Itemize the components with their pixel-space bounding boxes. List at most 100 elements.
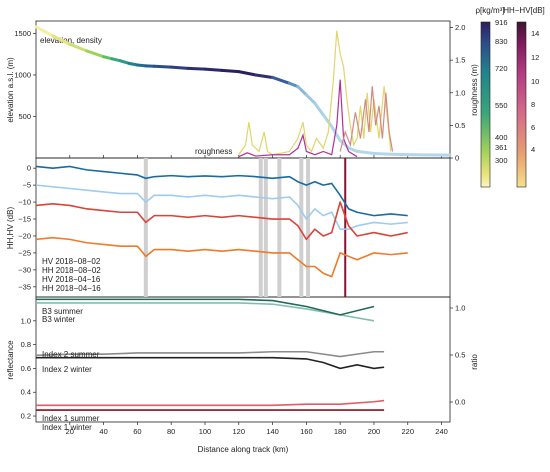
colorbar-hhhv-tick: 6 <box>531 123 535 132</box>
top-y-tick-label: 1500 <box>14 29 31 38</box>
top-ylabel: elevation a.s.l. (m) <box>6 57 15 123</box>
middle-y-tick-label: 0 <box>27 164 31 173</box>
reflectance-line <box>36 399 385 407</box>
top-y2-tick-label: 1.5 <box>455 56 465 65</box>
elevation-segment <box>220 68 241 74</box>
roughness-line <box>339 86 394 152</box>
elevation-segment <box>296 85 308 97</box>
colorbar-density-bar <box>480 21 491 188</box>
vertical-band <box>299 158 304 297</box>
elevation-segment <box>372 151 393 156</box>
colorbar-density-tick: 300 <box>495 156 508 165</box>
bottom-xlabel: Distance along track (km) <box>198 445 289 454</box>
bottom-x-tick-label: 180 <box>334 427 347 436</box>
bottom-y2label: ratio <box>470 354 479 370</box>
elevation-segment <box>254 73 275 79</box>
bottom-y-tick-label: 0.2 <box>21 412 31 421</box>
top-y2-tick-label: 2.0 <box>455 23 465 32</box>
top-y2-tick-label: 1.0 <box>455 88 465 97</box>
annotation-roughness: roughness <box>195 147 232 156</box>
backscatter-line <box>35 165 408 217</box>
middle-ylabel: HH,HV (dB) <box>6 207 15 250</box>
colorbar-hhhv-tick: 12 <box>531 53 539 62</box>
vertical-band <box>143 158 148 297</box>
bottom-legend-entry: Index 2 winter <box>42 365 92 374</box>
reflectance-line <box>35 350 385 358</box>
middle-legend-entry: HH 2018−04−16 <box>42 284 101 293</box>
elevation-segment <box>355 149 376 155</box>
middle-y-tick-label: −10 <box>18 198 31 207</box>
vertical-band <box>277 158 282 297</box>
elevation-segment <box>347 146 359 153</box>
bottom-x-tick-label: 100 <box>199 427 212 436</box>
elevation-segment <box>321 113 334 128</box>
vertical-band <box>258 158 263 297</box>
bottom-x-tick-label: 80 <box>167 427 175 436</box>
colorbar-density-tick: 916 <box>495 18 508 27</box>
elevation-segment <box>237 70 258 77</box>
roughness-line <box>238 30 392 156</box>
bottom-ylabel: reflectance <box>6 340 15 380</box>
roughness-line <box>238 79 358 158</box>
elevation-segment <box>287 81 300 89</box>
elevation-segment <box>169 65 190 70</box>
bottom-legend-entry: Index 1 winter <box>42 423 92 432</box>
bottom-y2-tick-label: 0.5 <box>455 351 465 360</box>
reflectance-line <box>36 356 385 370</box>
middle-y-tick-label: −30 <box>18 265 31 274</box>
bottom-x-tick-label: 160 <box>300 427 313 436</box>
elevation-segment <box>152 64 173 69</box>
elevation-segment <box>304 93 317 105</box>
backscatter-line <box>35 236 408 278</box>
colorbar-hhhv: HH−HV[dB] 14 12 10 8 6 4 <box>503 6 545 188</box>
middle-legend-entry: HV 2018−08−02 <box>42 257 101 266</box>
colorbar-hhhv-label: HH−HV[dB] <box>503 6 545 15</box>
vertical-band <box>306 158 311 297</box>
bottom-legend-entry: B3 summer <box>42 307 83 316</box>
bottom-y-tick-label: 0.8 <box>21 340 31 349</box>
bottom-x-tick-label: 120 <box>233 427 246 436</box>
bottom-x-tick-label: 220 <box>401 427 414 436</box>
reflectance-line <box>36 302 375 322</box>
colorbar-density-tick: 361 <box>495 143 508 152</box>
elevation-segment <box>51 34 72 46</box>
elevation-segment <box>186 66 207 71</box>
middle-y-tick-label: −5 <box>22 181 31 190</box>
bottom-x-tick-label: 240 <box>435 427 448 436</box>
middle-y-tick-label: −15 <box>18 215 31 224</box>
elevation-segment <box>313 101 325 117</box>
elevation-segment <box>34 25 55 38</box>
bottom-x-tick-label: 40 <box>99 427 107 436</box>
top-y2label: roughness (m) <box>470 64 479 116</box>
colorbar-hhhv-tick: 10 <box>531 77 539 86</box>
middle-legend-entry: HH 2018−08−02 <box>42 266 101 275</box>
vertical-band <box>263 158 268 297</box>
bottom-legend-entry: Index 2 summer <box>42 350 100 359</box>
middle-y-tick-label: −35 <box>18 282 31 291</box>
top-y-tick-label: 1000 <box>14 70 31 79</box>
top-y-tick-label: 500 <box>18 112 31 121</box>
bottom-y2-tick-label: 1.0 <box>455 304 465 313</box>
elevation-segment <box>203 67 224 72</box>
elevation-segment <box>68 42 89 53</box>
bottom-x-tick-label: 200 <box>368 427 381 436</box>
colorbar-hhhv-tick: 8 <box>531 100 535 109</box>
colorbar-density-label: ρ[kg/m³] <box>476 6 505 15</box>
bottom-legend-entry: Index 1 summer <box>42 414 100 423</box>
annotation-elevation-density: elevation, density <box>40 36 102 45</box>
bottom-y2-tick-label: 0.0 <box>455 398 465 407</box>
bottom-x-tick-label: 140 <box>266 427 279 436</box>
reflectance-line <box>36 298 375 316</box>
bottom-x-tick-label: 60 <box>133 427 141 436</box>
bottom-panel-frame <box>35 296 451 423</box>
colorbar-density: ρ[kg/m³] 916 830 720 550 400 361 300 <box>476 6 508 188</box>
colorbar-hhhv-tick: 14 <box>531 29 539 38</box>
backscatter-line <box>35 201 408 241</box>
middle-y-tick-label: −25 <box>18 248 31 257</box>
middle-y-tick-label: −20 <box>18 231 31 240</box>
colorbar-density-tick: 830 <box>495 37 508 46</box>
middle-legend-entry: HV 2018−04−16 <box>42 275 101 284</box>
top-y2-tick-label: 0.5 <box>455 121 465 130</box>
bottom-legend-entry: B3 winter <box>42 315 76 324</box>
